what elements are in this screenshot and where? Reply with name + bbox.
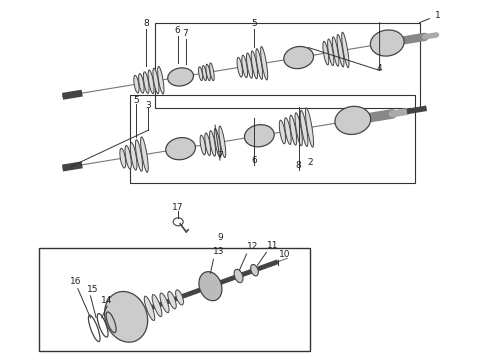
Ellipse shape — [104, 292, 147, 342]
Ellipse shape — [168, 292, 176, 309]
Ellipse shape — [210, 131, 216, 156]
Ellipse shape — [166, 138, 196, 160]
Ellipse shape — [136, 298, 147, 324]
Ellipse shape — [134, 75, 139, 93]
Text: 7: 7 — [217, 150, 223, 159]
Ellipse shape — [175, 290, 183, 305]
Ellipse shape — [323, 41, 329, 65]
Ellipse shape — [214, 129, 220, 157]
Ellipse shape — [285, 118, 291, 144]
Ellipse shape — [144, 72, 149, 93]
Ellipse shape — [234, 269, 243, 283]
Ellipse shape — [295, 113, 302, 146]
Ellipse shape — [251, 51, 258, 79]
Ellipse shape — [242, 55, 247, 78]
Ellipse shape — [141, 137, 148, 172]
Ellipse shape — [206, 64, 210, 81]
Text: 16: 16 — [70, 277, 81, 286]
Text: 8: 8 — [296, 161, 301, 170]
Text: 17: 17 — [172, 203, 184, 212]
Ellipse shape — [300, 110, 308, 147]
Text: 13: 13 — [213, 247, 224, 256]
Bar — [39, 248, 310, 351]
Text: 4: 4 — [377, 64, 382, 73]
Ellipse shape — [237, 57, 243, 77]
Ellipse shape — [168, 68, 194, 86]
Ellipse shape — [250, 265, 258, 276]
Ellipse shape — [158, 67, 164, 94]
Ellipse shape — [160, 293, 169, 313]
Ellipse shape — [202, 66, 206, 81]
Ellipse shape — [152, 294, 162, 317]
Ellipse shape — [337, 35, 344, 67]
Ellipse shape — [199, 272, 222, 301]
Ellipse shape — [305, 108, 314, 147]
Text: 6: 6 — [175, 26, 180, 35]
Ellipse shape — [153, 68, 159, 94]
Ellipse shape — [148, 70, 154, 94]
Ellipse shape — [135, 140, 143, 171]
Ellipse shape — [120, 148, 126, 168]
Ellipse shape — [144, 296, 155, 320]
Ellipse shape — [139, 73, 144, 93]
Text: 15: 15 — [87, 285, 98, 294]
Text: 10: 10 — [279, 250, 291, 259]
Ellipse shape — [219, 126, 226, 158]
Ellipse shape — [290, 115, 297, 145]
Ellipse shape — [210, 63, 214, 81]
Ellipse shape — [205, 133, 211, 156]
Ellipse shape — [284, 46, 314, 69]
Ellipse shape — [256, 49, 263, 79]
Text: 7: 7 — [183, 29, 189, 38]
Ellipse shape — [335, 106, 370, 135]
Text: 5: 5 — [251, 19, 257, 28]
Ellipse shape — [370, 30, 404, 56]
Text: 6: 6 — [251, 156, 257, 165]
Text: 3: 3 — [146, 101, 151, 110]
Ellipse shape — [328, 39, 334, 66]
Ellipse shape — [342, 32, 349, 68]
Text: 8: 8 — [143, 19, 149, 28]
Text: 11: 11 — [267, 241, 278, 250]
Ellipse shape — [332, 37, 339, 66]
Text: 14: 14 — [101, 296, 113, 305]
Ellipse shape — [200, 135, 206, 155]
Ellipse shape — [130, 143, 137, 170]
Text: 2: 2 — [307, 158, 313, 167]
Text: 1: 1 — [435, 11, 441, 20]
Ellipse shape — [279, 120, 286, 144]
Ellipse shape — [261, 46, 268, 80]
Ellipse shape — [198, 67, 203, 81]
Ellipse shape — [245, 125, 274, 147]
Text: 12: 12 — [247, 242, 258, 251]
Text: 9: 9 — [217, 233, 223, 242]
Ellipse shape — [246, 53, 252, 78]
Ellipse shape — [125, 145, 131, 169]
Text: 5: 5 — [133, 96, 139, 105]
